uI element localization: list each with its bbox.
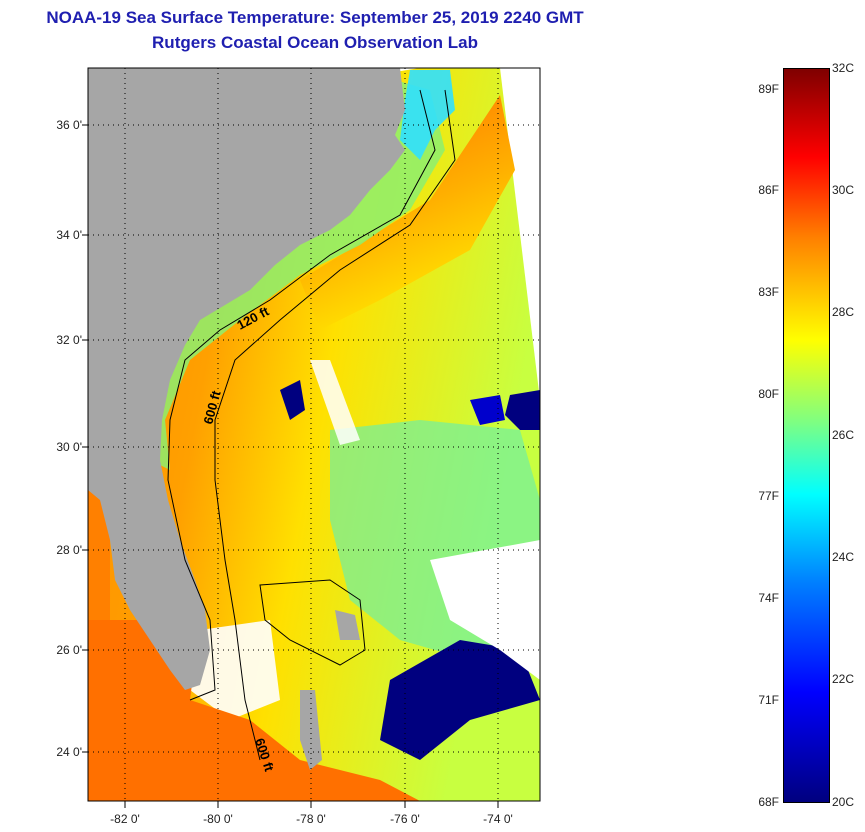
lat-label-26: 26 0' [56,643,82,657]
coastal-cool-band [140,80,445,470]
lat-label-36: 36 0' [56,118,82,132]
colorbar-c-20: 20C [832,795,855,809]
map-frame [88,68,540,801]
colorbar-f-74: 74F [758,591,779,605]
cloud-streak [310,360,360,445]
colorbar-c-22: 22C [832,672,855,686]
colorbar-f-68: 68F [758,795,779,809]
lat-label-32: 32 0' [56,333,82,347]
cold-patch-3 [380,640,540,760]
axis-ticks [82,124,499,808]
cold-patch-1 [505,390,540,430]
temperature-colorbar [783,68,830,803]
contour-600ft [214,89,456,761]
lat-label-34: 34 0' [56,228,82,242]
colorbar-c-32: 32C [832,61,855,75]
contour-bahamas [259,579,366,666]
land-bahamas-2 [335,610,360,640]
cloud-patch-2 [190,620,280,720]
cold-patch-2 [280,380,305,420]
cold-nearshore [400,70,455,160]
gulf-warm-waters [88,490,110,620]
land-southeast-us [88,68,405,690]
colorbar-f-80: 80F [758,387,779,401]
colorbar-f-71: 71F [758,693,779,707]
lon-label-78: -78 0' [296,812,326,826]
colorbar-f-83: 83F [758,285,779,299]
colorbar-f-89: 89F [758,82,779,96]
colorbar-c-26: 26C [832,428,855,442]
lon-label-76: -76 0' [390,812,420,826]
colorbar-c-30: 30C [832,183,855,197]
graticule [88,68,540,801]
lon-label-74: -74 0' [483,812,513,826]
map-title: NOAA-19 Sea Surface Temperature: Septemb… [46,8,584,27]
colorbar-c-24: 24C [832,550,855,564]
lat-label-30: 30 0' [56,440,82,454]
lat-label-28: 28 0' [56,543,82,557]
warm-north-region [300,95,515,330]
lon-label-80: -80 0' [203,812,233,826]
colorbar-c-28: 28C [832,305,855,319]
lat-label-24: 24 0' [56,745,82,759]
cold-patch-4 [470,395,505,425]
colorbar-f-86: 86F [758,183,779,197]
cloud-patch-1 [430,540,540,680]
contour-120ft [167,89,436,701]
lon-label-82: -82 0' [110,812,140,826]
colorbar-f-77: 77F [758,489,779,503]
land-bahamas-1 [300,690,322,770]
map-subtitle: Rutgers Coastal Ocean Observation Lab [152,33,478,52]
